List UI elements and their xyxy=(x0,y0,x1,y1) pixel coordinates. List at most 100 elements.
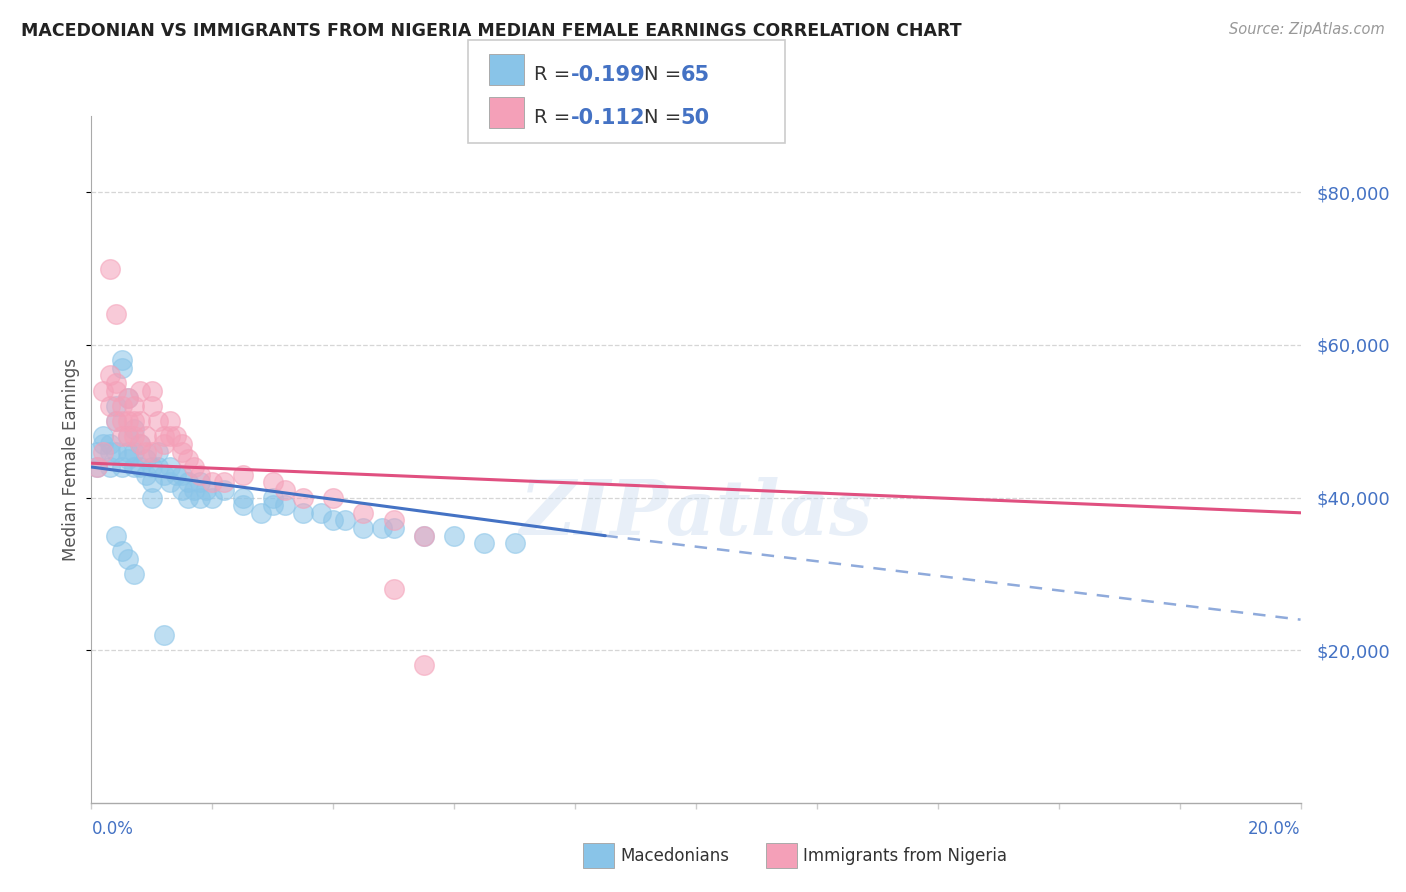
Point xyxy=(98,261,121,276)
Text: R =: R = xyxy=(534,65,576,84)
Point xyxy=(335,513,357,527)
Point xyxy=(122,444,145,458)
Point xyxy=(472,536,495,550)
Point xyxy=(172,437,194,451)
Point xyxy=(141,444,163,458)
Point xyxy=(111,414,132,428)
Text: R =: R = xyxy=(534,108,576,128)
Point xyxy=(128,437,150,451)
Point xyxy=(172,467,194,482)
Point xyxy=(231,491,253,505)
Point xyxy=(249,506,271,520)
Point xyxy=(188,475,211,490)
Point xyxy=(117,444,139,458)
Point xyxy=(153,429,176,443)
Point xyxy=(382,582,405,596)
Point xyxy=(262,475,284,490)
Point xyxy=(183,460,205,475)
Point xyxy=(262,491,284,505)
Point xyxy=(231,467,253,482)
Point xyxy=(153,437,176,451)
Point xyxy=(141,384,163,398)
Point xyxy=(117,429,139,443)
Point xyxy=(177,475,200,490)
Point xyxy=(274,498,297,512)
Text: 50: 50 xyxy=(681,108,710,128)
Point xyxy=(214,475,236,490)
Point xyxy=(188,491,211,505)
Point xyxy=(98,399,121,413)
Point xyxy=(382,513,405,527)
Point xyxy=(274,483,297,497)
Point xyxy=(128,460,150,475)
Point xyxy=(93,429,115,443)
Point xyxy=(172,483,194,497)
Point xyxy=(153,628,176,642)
Point xyxy=(93,444,115,458)
Point xyxy=(111,399,132,413)
Point xyxy=(135,452,157,467)
Text: 65: 65 xyxy=(681,64,710,85)
Point xyxy=(122,399,145,413)
Point xyxy=(111,544,132,558)
Point xyxy=(104,529,127,543)
Point xyxy=(177,491,200,505)
Point xyxy=(214,483,236,497)
Point xyxy=(413,529,436,543)
Point xyxy=(122,429,145,443)
Y-axis label: Median Female Earnings: Median Female Earnings xyxy=(62,358,80,561)
Point xyxy=(135,444,157,458)
Text: 20.0%: 20.0% xyxy=(1249,820,1301,838)
Point xyxy=(111,360,132,375)
Point xyxy=(159,460,181,475)
Point xyxy=(141,491,163,505)
Point xyxy=(201,491,224,505)
Point xyxy=(165,429,187,443)
Point xyxy=(104,414,127,428)
Point xyxy=(503,536,526,550)
Point xyxy=(117,429,139,443)
Point xyxy=(122,422,145,436)
Point xyxy=(292,491,315,505)
Point xyxy=(128,437,150,451)
Point xyxy=(104,376,127,390)
Point xyxy=(104,384,127,398)
Text: -0.199: -0.199 xyxy=(571,64,645,85)
Text: N =: N = xyxy=(644,65,688,84)
Point xyxy=(93,384,115,398)
Point xyxy=(413,529,436,543)
Point xyxy=(188,467,211,482)
Point xyxy=(86,460,108,475)
Point xyxy=(159,414,181,428)
Point xyxy=(98,460,121,475)
Point xyxy=(122,566,145,581)
Text: -0.112: -0.112 xyxy=(571,108,645,128)
Point xyxy=(201,475,224,490)
Point xyxy=(128,384,150,398)
Point xyxy=(309,506,332,520)
Point xyxy=(370,521,392,535)
Point xyxy=(322,513,344,527)
Point xyxy=(177,452,200,467)
Point xyxy=(165,467,187,482)
Text: Source: ZipAtlas.com: Source: ZipAtlas.com xyxy=(1229,22,1385,37)
Point xyxy=(98,437,121,451)
Point xyxy=(104,444,127,458)
Point xyxy=(195,483,218,497)
Point xyxy=(146,414,169,428)
Point xyxy=(122,460,145,475)
Point xyxy=(104,414,127,428)
Point xyxy=(86,444,108,458)
Text: 0.0%: 0.0% xyxy=(91,820,134,838)
Point xyxy=(322,491,344,505)
Point xyxy=(135,467,157,482)
Point xyxy=(135,429,157,443)
Point xyxy=(159,429,181,443)
Point xyxy=(98,444,121,458)
Point xyxy=(117,414,139,428)
Point xyxy=(146,460,169,475)
Text: Macedonians: Macedonians xyxy=(620,847,730,865)
Point xyxy=(117,551,139,566)
Text: MACEDONIAN VS IMMIGRANTS FROM NIGERIA MEDIAN FEMALE EARNINGS CORRELATION CHART: MACEDONIAN VS IMMIGRANTS FROM NIGERIA ME… xyxy=(21,22,962,40)
Point xyxy=(292,506,315,520)
